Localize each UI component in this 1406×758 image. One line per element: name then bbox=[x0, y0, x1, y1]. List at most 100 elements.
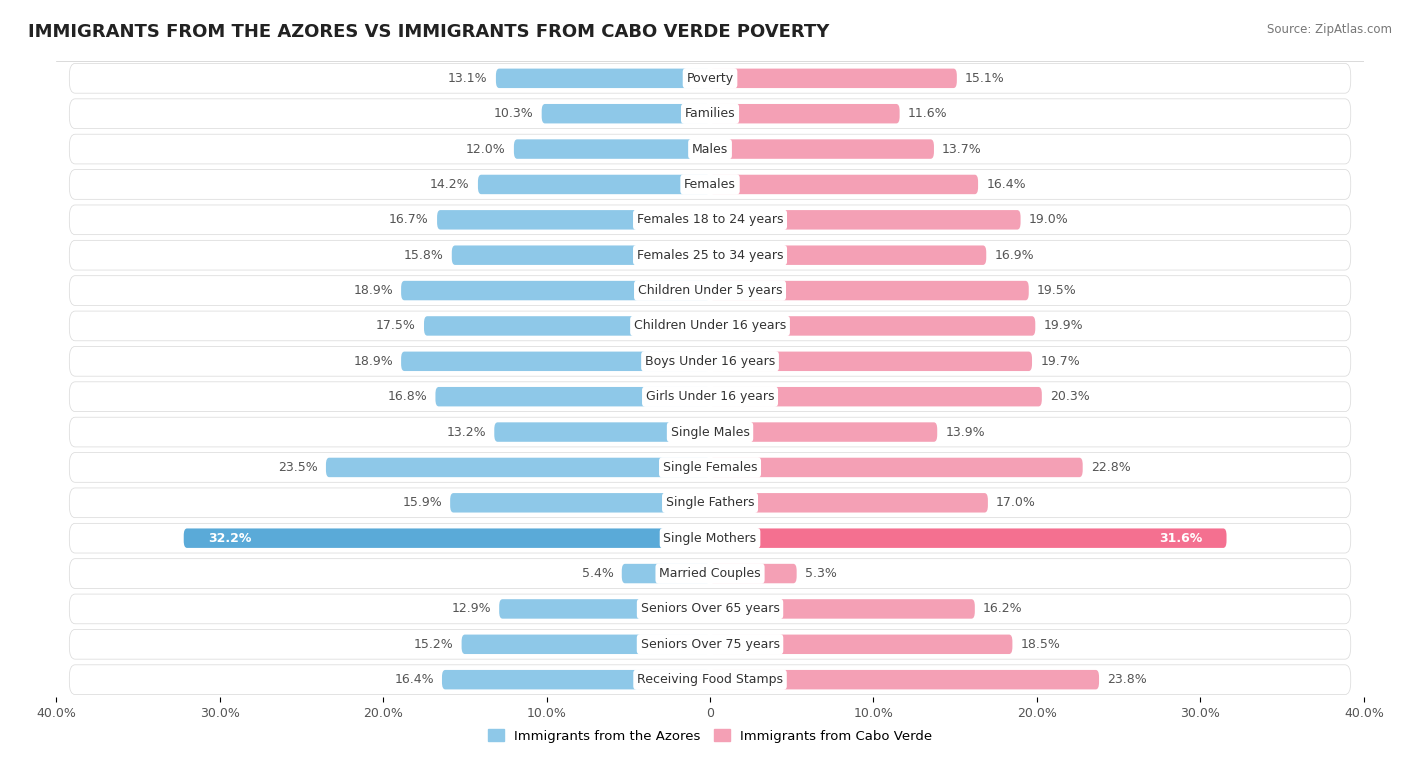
Text: 13.2%: 13.2% bbox=[447, 425, 486, 439]
FancyBboxPatch shape bbox=[69, 134, 1351, 164]
FancyBboxPatch shape bbox=[437, 210, 710, 230]
FancyBboxPatch shape bbox=[184, 528, 710, 548]
Text: 15.1%: 15.1% bbox=[965, 72, 1005, 85]
Text: Males: Males bbox=[692, 143, 728, 155]
Text: 14.2%: 14.2% bbox=[430, 178, 470, 191]
Text: 16.2%: 16.2% bbox=[983, 603, 1022, 615]
Text: Married Couples: Married Couples bbox=[659, 567, 761, 580]
FancyBboxPatch shape bbox=[69, 665, 1351, 694]
Text: 19.5%: 19.5% bbox=[1038, 284, 1077, 297]
FancyBboxPatch shape bbox=[461, 634, 710, 654]
Text: 16.4%: 16.4% bbox=[394, 673, 434, 686]
Text: 17.0%: 17.0% bbox=[995, 496, 1036, 509]
FancyBboxPatch shape bbox=[69, 205, 1351, 235]
FancyBboxPatch shape bbox=[69, 629, 1351, 659]
Text: 16.9%: 16.9% bbox=[994, 249, 1033, 262]
FancyBboxPatch shape bbox=[710, 281, 1029, 300]
Text: Children Under 5 years: Children Under 5 years bbox=[638, 284, 782, 297]
Text: Seniors Over 65 years: Seniors Over 65 years bbox=[641, 603, 779, 615]
Text: Females 25 to 34 years: Females 25 to 34 years bbox=[637, 249, 783, 262]
Text: 16.8%: 16.8% bbox=[388, 390, 427, 403]
Text: 20.3%: 20.3% bbox=[1050, 390, 1090, 403]
Text: 5.4%: 5.4% bbox=[582, 567, 613, 580]
FancyBboxPatch shape bbox=[515, 139, 710, 159]
FancyBboxPatch shape bbox=[710, 246, 986, 265]
FancyBboxPatch shape bbox=[478, 175, 710, 194]
FancyBboxPatch shape bbox=[710, 210, 1021, 230]
FancyBboxPatch shape bbox=[710, 316, 1035, 336]
FancyBboxPatch shape bbox=[436, 387, 710, 406]
Text: Seniors Over 75 years: Seniors Over 75 years bbox=[641, 637, 779, 651]
FancyBboxPatch shape bbox=[69, 346, 1351, 376]
Text: 32.2%: 32.2% bbox=[208, 531, 252, 545]
Text: Poverty: Poverty bbox=[686, 72, 734, 85]
Text: Families: Families bbox=[685, 107, 735, 121]
Text: 15.8%: 15.8% bbox=[404, 249, 444, 262]
FancyBboxPatch shape bbox=[69, 523, 1351, 553]
Text: Single Females: Single Females bbox=[662, 461, 758, 474]
FancyBboxPatch shape bbox=[710, 387, 1042, 406]
FancyBboxPatch shape bbox=[710, 352, 1032, 371]
FancyBboxPatch shape bbox=[499, 600, 710, 619]
Text: 15.2%: 15.2% bbox=[413, 637, 453, 651]
Text: 23.8%: 23.8% bbox=[1107, 673, 1147, 686]
Text: 19.7%: 19.7% bbox=[1040, 355, 1080, 368]
Text: Single Mothers: Single Mothers bbox=[664, 531, 756, 545]
Text: 13.1%: 13.1% bbox=[449, 72, 488, 85]
Text: Boys Under 16 years: Boys Under 16 years bbox=[645, 355, 775, 368]
Text: 11.6%: 11.6% bbox=[908, 107, 948, 121]
FancyBboxPatch shape bbox=[425, 316, 710, 336]
FancyBboxPatch shape bbox=[450, 493, 710, 512]
Text: 15.9%: 15.9% bbox=[402, 496, 441, 509]
Text: Source: ZipAtlas.com: Source: ZipAtlas.com bbox=[1267, 23, 1392, 36]
Text: 10.3%: 10.3% bbox=[494, 107, 533, 121]
FancyBboxPatch shape bbox=[69, 99, 1351, 129]
FancyBboxPatch shape bbox=[710, 564, 797, 584]
FancyBboxPatch shape bbox=[710, 139, 934, 159]
FancyBboxPatch shape bbox=[710, 69, 957, 88]
Text: 22.8%: 22.8% bbox=[1091, 461, 1130, 474]
Text: Single Males: Single Males bbox=[671, 425, 749, 439]
Text: 18.9%: 18.9% bbox=[353, 284, 392, 297]
Text: 13.9%: 13.9% bbox=[945, 425, 986, 439]
FancyBboxPatch shape bbox=[69, 594, 1351, 624]
FancyBboxPatch shape bbox=[710, 104, 900, 124]
Text: Children Under 16 years: Children Under 16 years bbox=[634, 319, 786, 333]
Text: 19.0%: 19.0% bbox=[1029, 213, 1069, 227]
FancyBboxPatch shape bbox=[401, 281, 710, 300]
Text: 16.4%: 16.4% bbox=[986, 178, 1026, 191]
Legend: Immigrants from the Azores, Immigrants from Cabo Verde: Immigrants from the Azores, Immigrants f… bbox=[482, 724, 938, 748]
Text: Females: Females bbox=[685, 178, 735, 191]
Text: 19.9%: 19.9% bbox=[1043, 319, 1083, 333]
FancyBboxPatch shape bbox=[69, 240, 1351, 270]
Text: 16.7%: 16.7% bbox=[389, 213, 429, 227]
FancyBboxPatch shape bbox=[710, 600, 974, 619]
Text: 31.6%: 31.6% bbox=[1159, 531, 1202, 545]
FancyBboxPatch shape bbox=[69, 559, 1351, 588]
FancyBboxPatch shape bbox=[69, 276, 1351, 305]
Text: Females 18 to 24 years: Females 18 to 24 years bbox=[637, 213, 783, 227]
FancyBboxPatch shape bbox=[710, 528, 1226, 548]
FancyBboxPatch shape bbox=[451, 246, 710, 265]
Text: Single Fathers: Single Fathers bbox=[666, 496, 754, 509]
Text: 18.9%: 18.9% bbox=[353, 355, 392, 368]
FancyBboxPatch shape bbox=[495, 422, 710, 442]
FancyBboxPatch shape bbox=[69, 64, 1351, 93]
FancyBboxPatch shape bbox=[710, 634, 1012, 654]
FancyBboxPatch shape bbox=[69, 417, 1351, 447]
FancyBboxPatch shape bbox=[69, 453, 1351, 482]
FancyBboxPatch shape bbox=[496, 69, 710, 88]
FancyBboxPatch shape bbox=[69, 311, 1351, 341]
FancyBboxPatch shape bbox=[326, 458, 710, 478]
FancyBboxPatch shape bbox=[710, 175, 979, 194]
FancyBboxPatch shape bbox=[710, 458, 1083, 478]
FancyBboxPatch shape bbox=[621, 564, 710, 584]
FancyBboxPatch shape bbox=[441, 670, 710, 690]
Text: 12.0%: 12.0% bbox=[465, 143, 506, 155]
Text: 23.5%: 23.5% bbox=[278, 461, 318, 474]
FancyBboxPatch shape bbox=[541, 104, 710, 124]
Text: 17.5%: 17.5% bbox=[375, 319, 416, 333]
FancyBboxPatch shape bbox=[69, 170, 1351, 199]
FancyBboxPatch shape bbox=[401, 352, 710, 371]
Text: Receiving Food Stamps: Receiving Food Stamps bbox=[637, 673, 783, 686]
